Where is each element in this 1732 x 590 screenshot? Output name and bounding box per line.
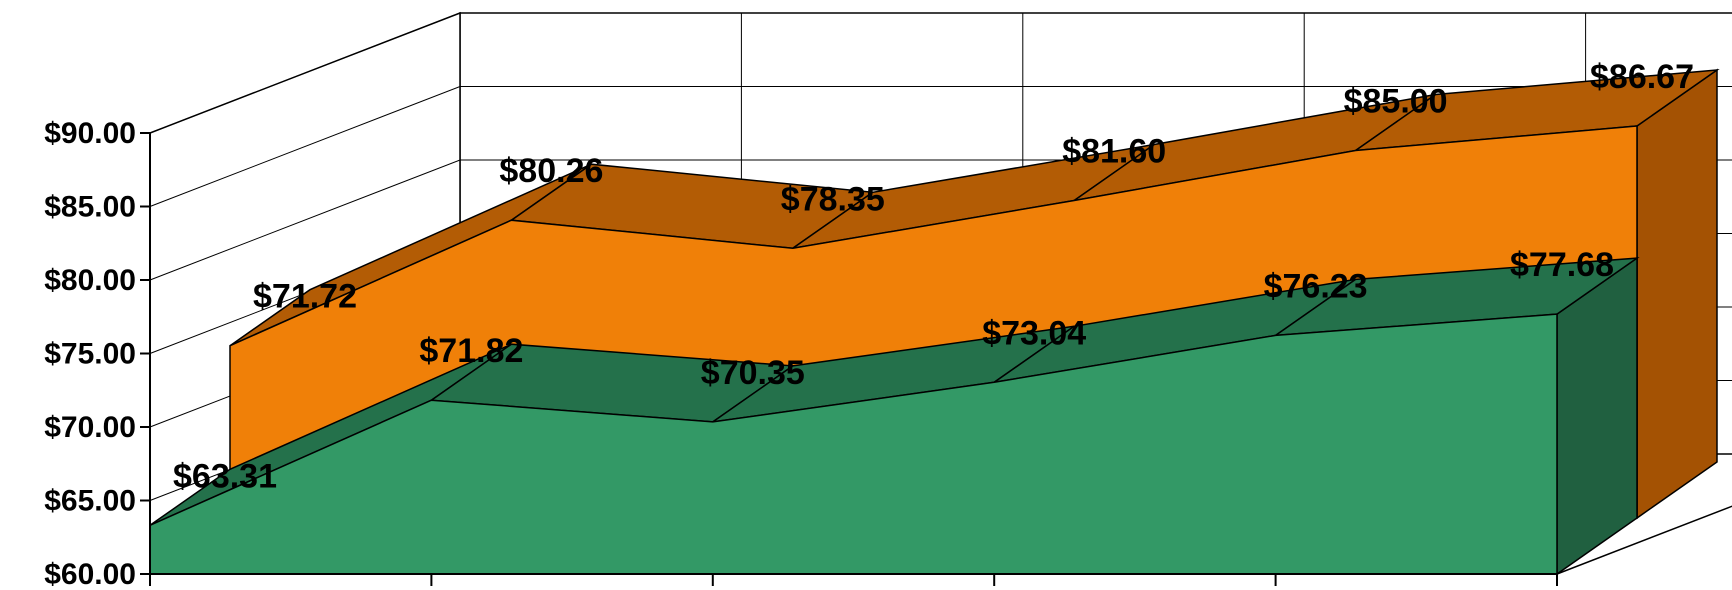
data-label: $71.72	[253, 278, 357, 316]
chart-axes: $60.00 $65.00 $70.00 $75.00 $80.00 $85.00 $90.…	[44, 117, 1558, 590]
gridline	[149, 86, 1732, 207]
y-tick-label: $85.00	[44, 191, 136, 224]
y-tick-label: $60.00	[44, 558, 136, 590]
data-label: $81.60	[1062, 133, 1166, 171]
y-tick-label: $75.00	[44, 338, 136, 371]
gridline	[149, 12, 1732, 134]
data-label: $86.67	[1590, 58, 1694, 96]
data-label: $78.35	[781, 180, 885, 218]
data-label: $77.68	[1510, 246, 1614, 284]
y-tick-label: $70.00	[44, 411, 136, 444]
data-label: $70.35	[701, 354, 805, 392]
series-1-area	[149, 256, 1640, 576]
data-label: $71.82	[419, 332, 523, 370]
y-tick-label: $80.00	[44, 264, 136, 297]
y-tick-label: $65.00	[44, 485, 136, 518]
data-label: $85.00	[1344, 83, 1448, 121]
data-label: $63.31	[173, 457, 277, 495]
data-label: $73.04	[982, 314, 1086, 352]
y-tick-label: $90.00	[44, 117, 136, 150]
data-label: $76.23	[1264, 267, 1368, 305]
floor-edge	[1556, 505, 1732, 575]
series-2-side-face	[1636, 68, 1718, 520]
data-labels: $63.31 $71.82 $70.35 $73.04 $76.23 $77.68 $71.…	[173, 58, 1694, 495]
data-label: $80.26	[499, 152, 603, 190]
